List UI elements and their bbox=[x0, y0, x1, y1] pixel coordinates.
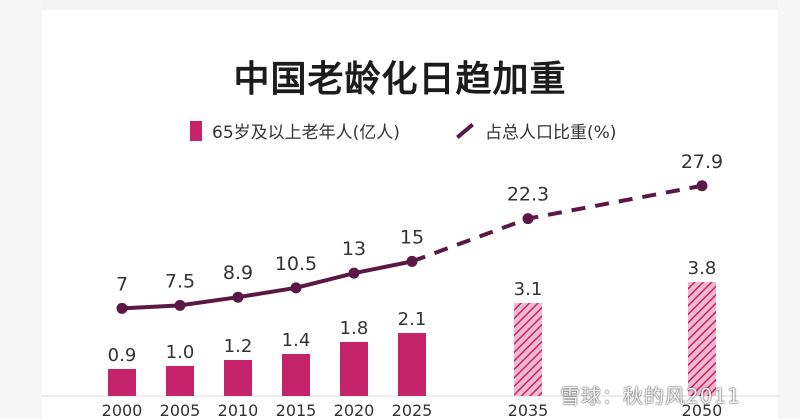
line-projected-segment bbox=[411, 183, 703, 264]
bar-value-label-2025: 2.1 bbox=[398, 309, 427, 330]
bar-value-label-2020: 1.8 bbox=[340, 318, 369, 339]
legend-label-line: 占总人口比重(%) bbox=[485, 123, 617, 143]
bar-2020 bbox=[340, 342, 368, 396]
bar-2000 bbox=[108, 369, 136, 396]
line-value-label-2005: 7.5 bbox=[165, 270, 195, 292]
top-border bbox=[0, 0, 800, 10]
bar-value-label-2035: 3.1 bbox=[514, 279, 543, 300]
x-tick-label-2005: 2005 bbox=[160, 401, 201, 419]
line-value-label-2025: 15 bbox=[400, 226, 424, 248]
bar-value-label-2050: 3.8 bbox=[688, 258, 717, 279]
right-border bbox=[778, 0, 800, 419]
line-value-label-2010: 8.9 bbox=[223, 262, 253, 284]
line-value-label-2050: 27.9 bbox=[681, 151, 723, 173]
watermark-text: 雪球：秋的风2011 bbox=[560, 384, 741, 408]
line-point-2025 bbox=[406, 255, 418, 267]
bar-value-label-2015: 1.4 bbox=[282, 330, 311, 351]
bar-value-label-2010: 1.2 bbox=[224, 336, 253, 357]
legend-item-line: 占总人口比重(%) bbox=[455, 118, 616, 143]
x-tick-label-2010: 2010 bbox=[218, 401, 259, 419]
legend-bar-swatch bbox=[190, 120, 202, 141]
bar-2025 bbox=[398, 333, 426, 396]
bar-value-label-2000: 0.9 bbox=[108, 345, 137, 366]
line-point-2035 bbox=[522, 213, 534, 225]
chart-title: 中国老龄化日趋加重 bbox=[233, 59, 567, 100]
line-point-2005 bbox=[174, 299, 186, 311]
x-tick-label-2035: 2035 bbox=[508, 401, 549, 419]
line-value-label-2035: 22.3 bbox=[507, 184, 549, 206]
bar-2035 bbox=[514, 303, 542, 396]
bar-value-label-2005: 1.0 bbox=[166, 342, 195, 363]
x-tick-label-2050: 2050 bbox=[682, 401, 723, 419]
bar-2005 bbox=[166, 366, 194, 396]
x-tick-label-2015: 2015 bbox=[276, 401, 317, 419]
line-point-2000 bbox=[116, 302, 128, 314]
line-point-2015 bbox=[290, 282, 302, 294]
x-tick-label-2000: 2000 bbox=[102, 401, 143, 419]
x-tick-label-2020: 2020 bbox=[334, 401, 375, 419]
line-value-label-2000: 7 bbox=[116, 273, 128, 295]
bar-2050 bbox=[688, 282, 716, 396]
legend-label-bars: 65岁及以上老年人(亿人) bbox=[212, 123, 400, 143]
line-point-2020 bbox=[348, 267, 360, 279]
line-value-label-2015: 10.5 bbox=[275, 253, 317, 275]
left-border bbox=[0, 0, 42, 419]
bar-2010 bbox=[224, 360, 252, 396]
line-point-2050 bbox=[696, 180, 708, 192]
line-point-2010 bbox=[232, 291, 244, 303]
line-value-label-2020: 13 bbox=[342, 238, 366, 260]
x-tick-label-2025: 2025 bbox=[392, 401, 433, 419]
legend-item-bars: 65岁及以上老年人(亿人) bbox=[190, 118, 400, 143]
line-solid-segment bbox=[121, 259, 413, 311]
bar-2015 bbox=[282, 354, 310, 396]
